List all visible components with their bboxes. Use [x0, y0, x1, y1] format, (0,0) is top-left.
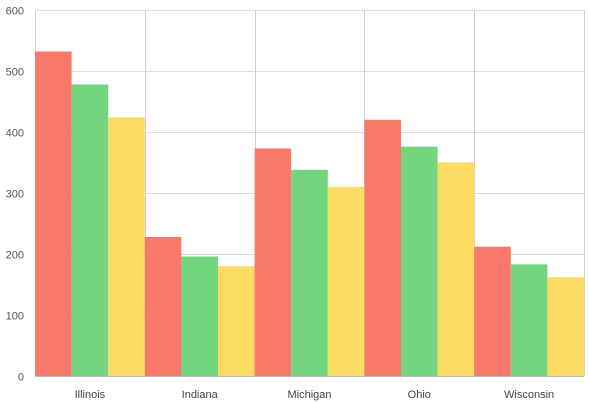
- bar-wisconsin-series-2[interactable]: [510, 264, 548, 376]
- bar-illinois-series-2[interactable]: [71, 84, 109, 377]
- x-tick-label: Michigan: [287, 389, 331, 401]
- y-tick-label: 600: [6, 6, 24, 18]
- bar-indiana-series-2[interactable]: [181, 256, 218, 376]
- bar-michigan-series-2[interactable]: [291, 169, 328, 376]
- bar-wisconsin-series-3[interactable]: [547, 277, 584, 376]
- y-tick-label: 100: [6, 311, 24, 323]
- bar-michigan-series-1[interactable]: [254, 148, 292, 376]
- y-tick-label: 300: [6, 189, 24, 201]
- x-tick-label: Illinois: [75, 389, 106, 401]
- bar-indiana-series-3[interactable]: [218, 266, 255, 376]
- x-tick-label: Indiana: [182, 389, 219, 401]
- y-tick-label: 0: [18, 372, 24, 384]
- bar-michigan-series-3[interactable]: [327, 186, 365, 376]
- x-tick-label: Ohio: [408, 389, 431, 401]
- y-tick-label: 500: [6, 67, 24, 79]
- x-tick-label: Wisconsin: [504, 389, 554, 401]
- bar-wisconsin-series-1[interactable]: [474, 246, 511, 376]
- bar-ohio-series-3[interactable]: [437, 162, 475, 377]
- bar-illinois-series-1[interactable]: [35, 51, 72, 376]
- bars: [35, 51, 584, 377]
- labels: 0 100 200 300 400 500 600 Illinois Indiana Michig…: [6, 6, 555, 402]
- y-tick-label: 400: [6, 128, 24, 140]
- y-tick-label: 200: [6, 250, 24, 262]
- bar-ohio-series-1[interactable]: [364, 119, 401, 377]
- bar-indiana-series-1[interactable]: [144, 236, 182, 376]
- bar-ohio-series-2[interactable]: [401, 146, 438, 376]
- bar-illinois-series-3[interactable]: [108, 117, 145, 377]
